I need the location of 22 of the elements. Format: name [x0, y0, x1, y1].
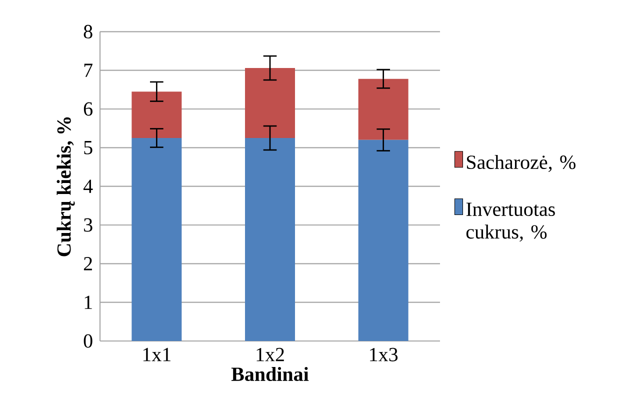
y-tick-label: 2: [84, 257, 92, 270]
bar: [132, 92, 182, 138]
bar: [245, 138, 296, 341]
bar: [245, 68, 296, 138]
x-tick-label: 1x3: [370, 348, 398, 362]
x-axis-title: Bandinai: [231, 366, 309, 382]
bar: [132, 138, 182, 341]
x-tick-label: 1x1: [143, 348, 170, 362]
x-tick-label: 1x2: [256, 348, 284, 362]
y-tick-label: 0: [84, 334, 92, 348]
y-tick-label: 8: [84, 24, 92, 38]
y-tick-label: 5: [84, 141, 92, 154]
y-tick-label: 4: [83, 180, 93, 193]
y-axis-title: Cukrų kiekis, %: [56, 117, 75, 256]
y-tick-label: 7: [84, 64, 92, 77]
y-tick-label: 1: [84, 296, 92, 309]
legend-label: Invertuotas cukrus, %: [466, 202, 555, 242]
bar: [358, 140, 408, 341]
y-tick-label: 3: [84, 218, 92, 232]
legend-label: Sacharozė, %: [466, 154, 576, 172]
y-tick-label: 6: [84, 102, 92, 116]
bar: [358, 78, 408, 140]
